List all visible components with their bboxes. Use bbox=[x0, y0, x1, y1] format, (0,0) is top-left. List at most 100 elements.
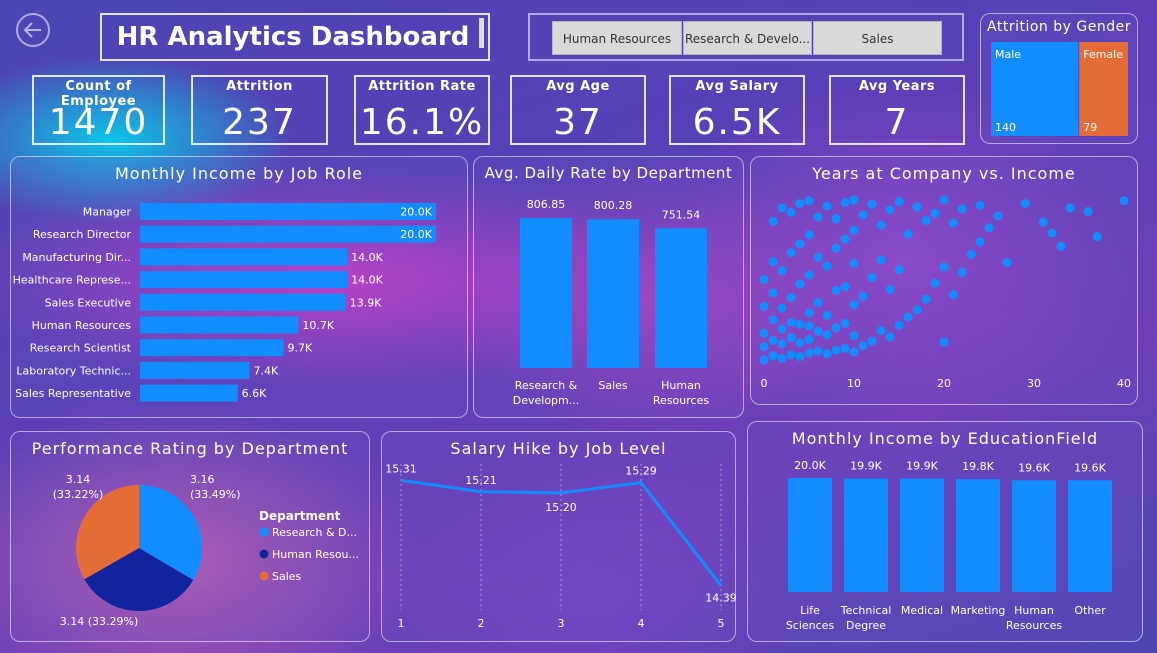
line-value-label: 15.21 bbox=[465, 474, 497, 487]
scatter-point bbox=[876, 326, 886, 336]
line-value-label: 15.20 bbox=[545, 501, 577, 514]
scatter-point bbox=[822, 349, 832, 359]
scatter-point bbox=[813, 326, 823, 336]
kpi-label: Count of Employee bbox=[60, 79, 137, 109]
scatter-point bbox=[948, 218, 958, 228]
chart-title: Attrition by Gender bbox=[987, 19, 1131, 35]
scatter-point bbox=[768, 216, 778, 226]
bar-value-label: 10.7K bbox=[302, 319, 334, 332]
treemap-cell bbox=[991, 42, 1079, 136]
bar-value-label: 7.4K bbox=[254, 364, 279, 377]
treemap-value: 140 bbox=[995, 121, 1016, 134]
scatter-point bbox=[831, 323, 841, 333]
scatter-point bbox=[759, 275, 769, 285]
slicer-option-research-development[interactable]: Research & Develo... bbox=[683, 21, 812, 55]
x-tick-label: 20 bbox=[937, 377, 951, 390]
bar-value-label: 6.6K bbox=[242, 387, 267, 400]
scatter-point bbox=[867, 273, 877, 283]
back-button[interactable] bbox=[14, 11, 52, 49]
scatter-point bbox=[831, 345, 841, 355]
perf-rating-pie: 3.16 (33.49%) 3.14 (33.29%) 3.14 (33.22%) Dep… bbox=[53, 473, 359, 628]
income-job-role-panel: Monthly Income by Job Role Manager 20.0K R… bbox=[10, 156, 468, 418]
bar-category-label: Degree bbox=[846, 619, 886, 632]
legend-item: Sales bbox=[272, 570, 302, 583]
scatter-point bbox=[930, 278, 940, 288]
legend-marker bbox=[259, 549, 269, 559]
scatter-point bbox=[786, 248, 796, 258]
pie-percent-label: (33.22%) bbox=[53, 488, 104, 501]
bar bbox=[140, 293, 346, 311]
salary-hike-panel: Salary Hike by Job Level 15.31 1 15.21 2 15.… bbox=[381, 431, 737, 642]
scatter-point bbox=[867, 199, 877, 209]
scatter-point bbox=[849, 331, 859, 341]
scatter-point bbox=[822, 310, 832, 320]
scatter-point bbox=[840, 198, 850, 208]
scatter-point bbox=[858, 210, 868, 220]
kpi-value: 7 bbox=[884, 102, 910, 143]
kpi-avg-salary: Avg Salary 6.5K bbox=[669, 75, 805, 145]
pie-data-label: 3.14 bbox=[66, 473, 91, 486]
scatter-point bbox=[831, 285, 841, 295]
scatter-point bbox=[804, 230, 814, 240]
years-income-panel: Years at Company vs. Income 0 10 20 30 40 bbox=[750, 156, 1138, 405]
scatter-point bbox=[768, 351, 778, 361]
bar-value-label: 20.0K bbox=[400, 206, 432, 219]
salary-hike-chart: 15.31 1 15.21 2 15.20 3 15.29 4 14.39 5 bbox=[385, 462, 737, 630]
pie-percent-label: (33.49%) bbox=[190, 488, 241, 501]
bar-category-label: Medical bbox=[901, 604, 943, 617]
scatter-point bbox=[822, 261, 832, 271]
kpi-label: Avg Age bbox=[546, 79, 610, 94]
page-title: HR Analytics Dashboard bbox=[116, 22, 470, 52]
pie-slice bbox=[75, 485, 139, 580]
scatter-point bbox=[804, 308, 814, 318]
scatter-point bbox=[885, 284, 895, 294]
scatter-point bbox=[777, 339, 787, 349]
bar-category-label: Laboratory Technic... bbox=[16, 364, 131, 377]
bar-value-label: 20.0K bbox=[400, 228, 432, 241]
scatter-point bbox=[795, 319, 805, 329]
bar-value-label: 751.54 bbox=[662, 208, 701, 221]
bar bbox=[140, 271, 348, 289]
bar-value-label: 14.0K bbox=[351, 251, 383, 264]
bar-category-label: Human bbox=[1014, 604, 1054, 617]
kpi-label: Avg Years bbox=[858, 79, 936, 94]
scatter-point bbox=[1119, 196, 1129, 206]
slicer-option-human-resources[interactable]: Human Resources bbox=[552, 21, 682, 55]
legend-marker bbox=[259, 527, 269, 537]
line-value-label: 14.39 bbox=[705, 592, 737, 605]
kpi-attrition: Attrition 237 bbox=[191, 75, 328, 145]
scatter-point bbox=[840, 318, 850, 328]
pie-data-label: 3.14 (33.29%) bbox=[60, 615, 139, 628]
slicer-option-sales[interactable]: Sales bbox=[813, 21, 942, 55]
scatter-point bbox=[858, 341, 868, 351]
scatter-point bbox=[975, 237, 985, 247]
scatter-point bbox=[912, 202, 922, 212]
bar-category-label: Sales Executive bbox=[45, 296, 132, 309]
bar-category-label: Manufacturing Dir... bbox=[22, 251, 131, 264]
scatter-point bbox=[894, 320, 904, 330]
bar-category-label: Resources bbox=[653, 394, 709, 407]
scatter-point bbox=[795, 198, 805, 208]
perf-rating-panel: Performance Rating by Department 3.16 (33… bbox=[10, 431, 370, 642]
x-tick-label: 1 bbox=[398, 617, 405, 630]
kpi-count-of-employee: Count of Employee 1470 bbox=[32, 75, 165, 145]
scatter-point bbox=[804, 334, 814, 344]
treemap-label: Female bbox=[1083, 48, 1123, 61]
attrition-gender-panel: Attrition by Gender Male 140 Female 79 bbox=[980, 13, 1138, 144]
years-income-scatter: 0 10 20 30 40 bbox=[759, 195, 1131, 390]
bar-value-label: 19.9K bbox=[906, 460, 938, 473]
pie-slice bbox=[84, 548, 194, 611]
bar bbox=[844, 478, 888, 592]
legend-title: Department bbox=[259, 509, 341, 523]
chart-title: Performance Rating by Department bbox=[31, 439, 349, 458]
scatter-point bbox=[903, 229, 913, 239]
scatter-point bbox=[804, 348, 814, 358]
bar bbox=[140, 225, 436, 243]
bar-category-label: Research & bbox=[515, 379, 578, 392]
bar-category-label: Other bbox=[1074, 604, 1106, 617]
kpi-value: 1470 bbox=[48, 102, 149, 143]
scatter-point bbox=[813, 346, 823, 356]
scatter-point bbox=[966, 249, 976, 259]
scatter-point bbox=[876, 220, 886, 230]
kpi-avg-age: Avg Age 37 bbox=[510, 75, 646, 145]
